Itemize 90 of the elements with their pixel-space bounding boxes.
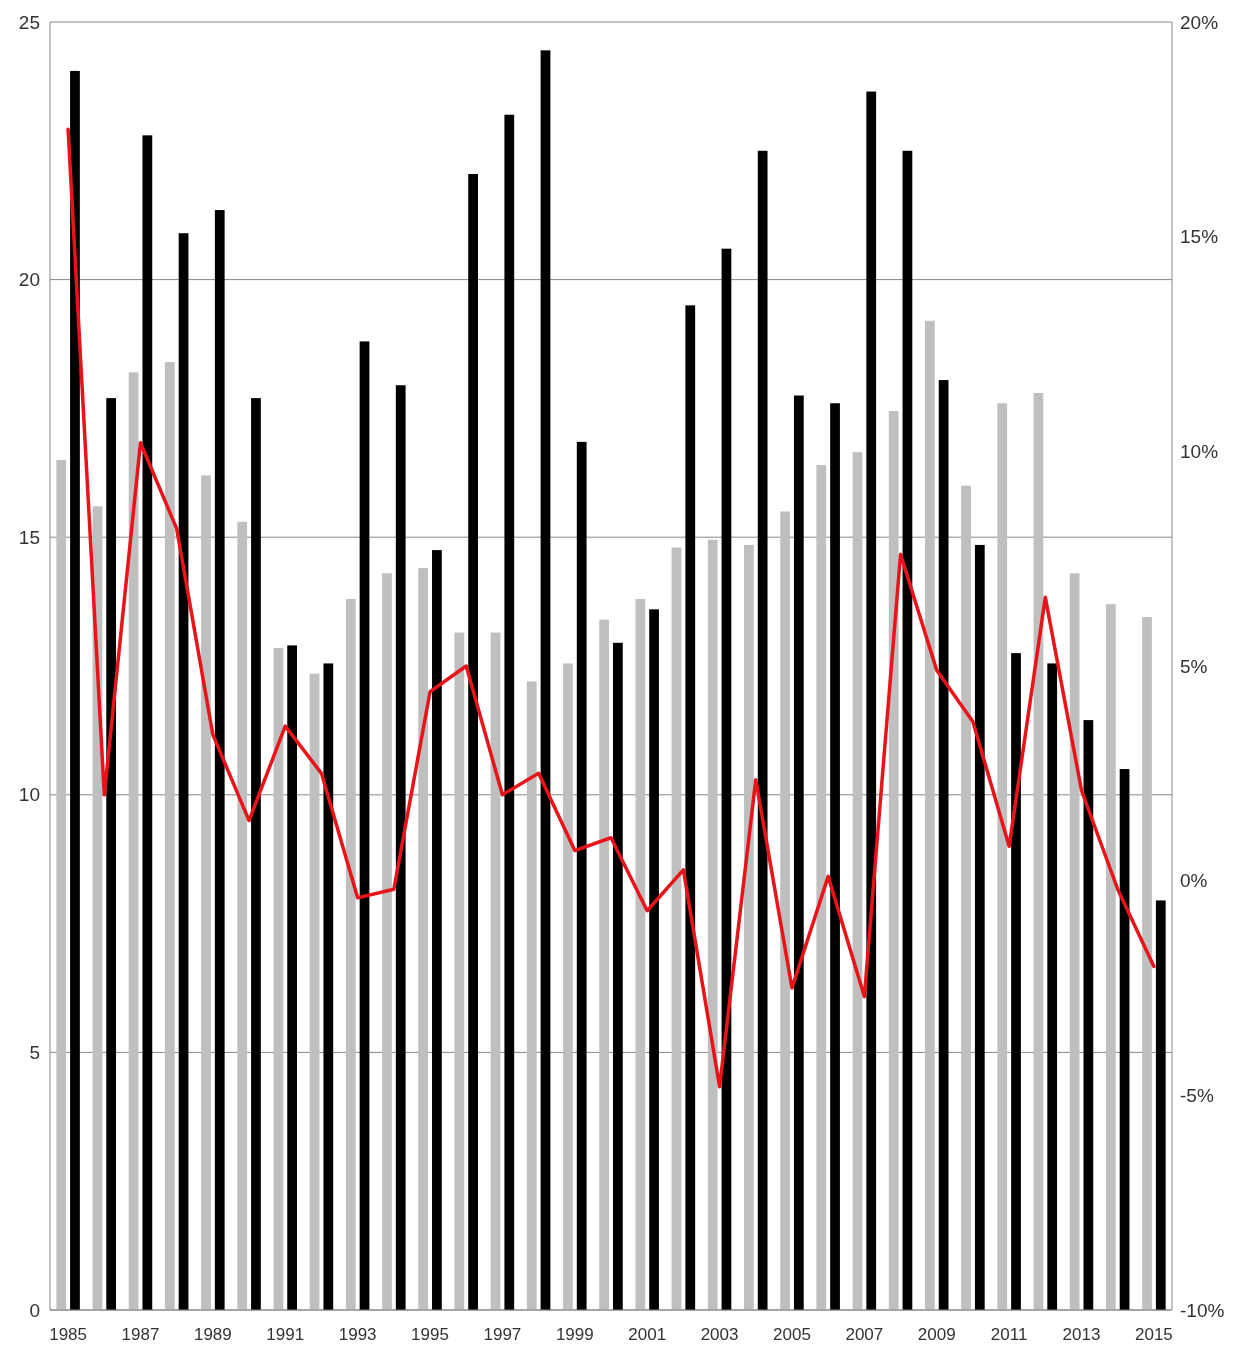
x-tick-label: 1999: [555, 1325, 594, 1344]
bar: [793, 395, 804, 1310]
bar: [395, 385, 406, 1310]
bar: [671, 547, 682, 1310]
bar: [924, 320, 935, 1310]
x-tick-label: 1997: [483, 1325, 522, 1344]
bar: [432, 550, 442, 1310]
y-tick-label: 5: [29, 1042, 40, 1064]
bar: [540, 50, 551, 1310]
bar: [1105, 604, 1116, 1310]
bar: [56, 459, 67, 1310]
x-tick-label: 1991: [266, 1325, 305, 1344]
bar: [273, 647, 284, 1310]
line-series: [66, 127, 1156, 1089]
x-tick-label: 1995: [411, 1325, 449, 1344]
y2-tick-label: -10%: [1180, 1299, 1225, 1321]
bar: [345, 599, 356, 1310]
bar: [323, 663, 334, 1310]
bar: [888, 410, 899, 1310]
bar: [164, 362, 175, 1310]
bar: [1033, 392, 1044, 1310]
bar: [613, 642, 623, 1310]
bar: [974, 544, 985, 1310]
bar: [178, 233, 189, 1310]
y-tick-label: 10: [18, 784, 40, 806]
bar: [454, 632, 465, 1310]
y-tick-label: 15: [18, 526, 40, 548]
bar: [1155, 900, 1166, 1310]
bar: [635, 599, 646, 1310]
x-tick-label: 2015: [1134, 1325, 1173, 1344]
x-tick-label: 2007: [845, 1325, 884, 1344]
bar: [599, 619, 609, 1310]
y2-tick-label: 20%: [1180, 11, 1219, 33]
bar: [490, 632, 501, 1310]
x-tick-label: 2011: [990, 1325, 1028, 1344]
bar: [251, 398, 261, 1310]
x-tick-label: 1993: [338, 1325, 377, 1344]
bar: [961, 485, 971, 1310]
y2-tick-label: -5%: [1180, 1084, 1214, 1106]
x-tick-label: 2005: [773, 1325, 811, 1344]
bar: [237, 521, 248, 1310]
bar: [1142, 617, 1152, 1310]
bar: [201, 475, 211, 1310]
bar: [70, 70, 80, 1310]
bar: [721, 248, 732, 1310]
bar: [1011, 653, 1021, 1310]
bar: [309, 673, 320, 1310]
bar: [418, 568, 429, 1310]
bar: [757, 150, 768, 1310]
x-tick-label: 2013: [1062, 1325, 1101, 1344]
y2-tick-label: 5%: [1180, 655, 1208, 677]
y-tick-label: 25: [18, 11, 40, 33]
bar: [1119, 769, 1130, 1310]
x-tick-label: 2009: [917, 1325, 956, 1344]
bar: [997, 403, 1008, 1310]
bar: [287, 645, 298, 1310]
bar: [866, 91, 877, 1310]
bar: [938, 380, 949, 1310]
bar: [504, 114, 515, 1310]
bar: [359, 341, 370, 1310]
x-tick-label: 2003: [700, 1325, 739, 1344]
bar: [563, 663, 573, 1310]
bar: [852, 452, 863, 1310]
bar: [780, 511, 790, 1310]
bar: [1083, 720, 1094, 1310]
bar: [1047, 663, 1058, 1310]
x-tick-label: 2001: [628, 1325, 667, 1344]
y-tick-label: 0: [29, 1299, 40, 1321]
bar: [468, 173, 478, 1310]
bar: [707, 539, 718, 1310]
bar: [902, 150, 913, 1310]
bar: [1069, 573, 1080, 1310]
bar: [214, 210, 225, 1310]
bar: [649, 609, 659, 1310]
y2-tick-label: 0%: [1180, 870, 1208, 892]
bar: [382, 573, 392, 1310]
bar: [526, 681, 537, 1310]
x-tick-label: 1985: [49, 1325, 88, 1344]
y-tick-label: 20: [18, 269, 40, 291]
bar: [576, 441, 587, 1310]
x-tick-label: 1989: [193, 1325, 232, 1344]
bar: [744, 544, 754, 1310]
bar: [830, 403, 840, 1310]
y2-tick-label: 10%: [1180, 440, 1219, 462]
bar: [816, 465, 827, 1310]
y2-tick-label: 15%: [1180, 226, 1219, 248]
bar: [685, 305, 696, 1310]
x-tick-label: 1987: [121, 1325, 160, 1344]
bar: [106, 398, 117, 1310]
bar: [142, 135, 153, 1310]
